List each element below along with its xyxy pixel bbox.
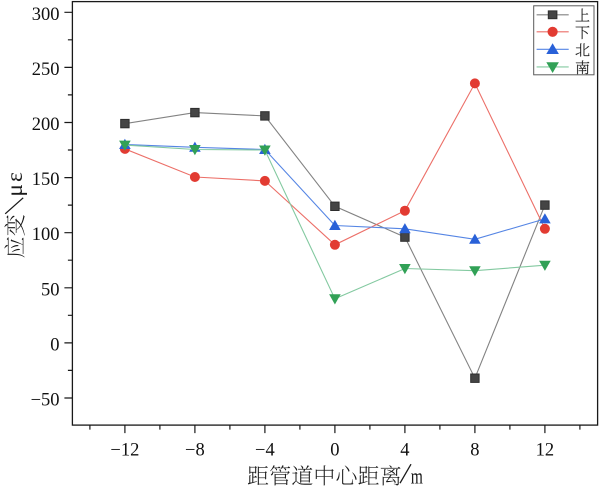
svg-text:300: 300 — [32, 5, 60, 25]
svg-text:με: με — [2, 170, 28, 196]
svg-text:50: 50 — [41, 280, 60, 300]
svg-text:−8: −8 — [185, 440, 205, 460]
svg-text:100: 100 — [32, 225, 60, 245]
svg-text:4: 4 — [400, 440, 409, 460]
svg-text:−12: −12 — [110, 440, 139, 460]
svg-text:m: m — [411, 465, 423, 489]
svg-text:12: 12 — [536, 440, 555, 460]
svg-text:0: 0 — [330, 440, 339, 460]
svg-text:−4: −4 — [255, 440, 275, 460]
svg-text:200: 200 — [32, 115, 60, 135]
svg-text:250: 250 — [32, 60, 60, 80]
svg-text:8: 8 — [470, 440, 479, 460]
svg-text:150: 150 — [32, 170, 60, 190]
svg-text:0: 0 — [50, 335, 59, 355]
svg-text:−50: −50 — [31, 391, 60, 411]
